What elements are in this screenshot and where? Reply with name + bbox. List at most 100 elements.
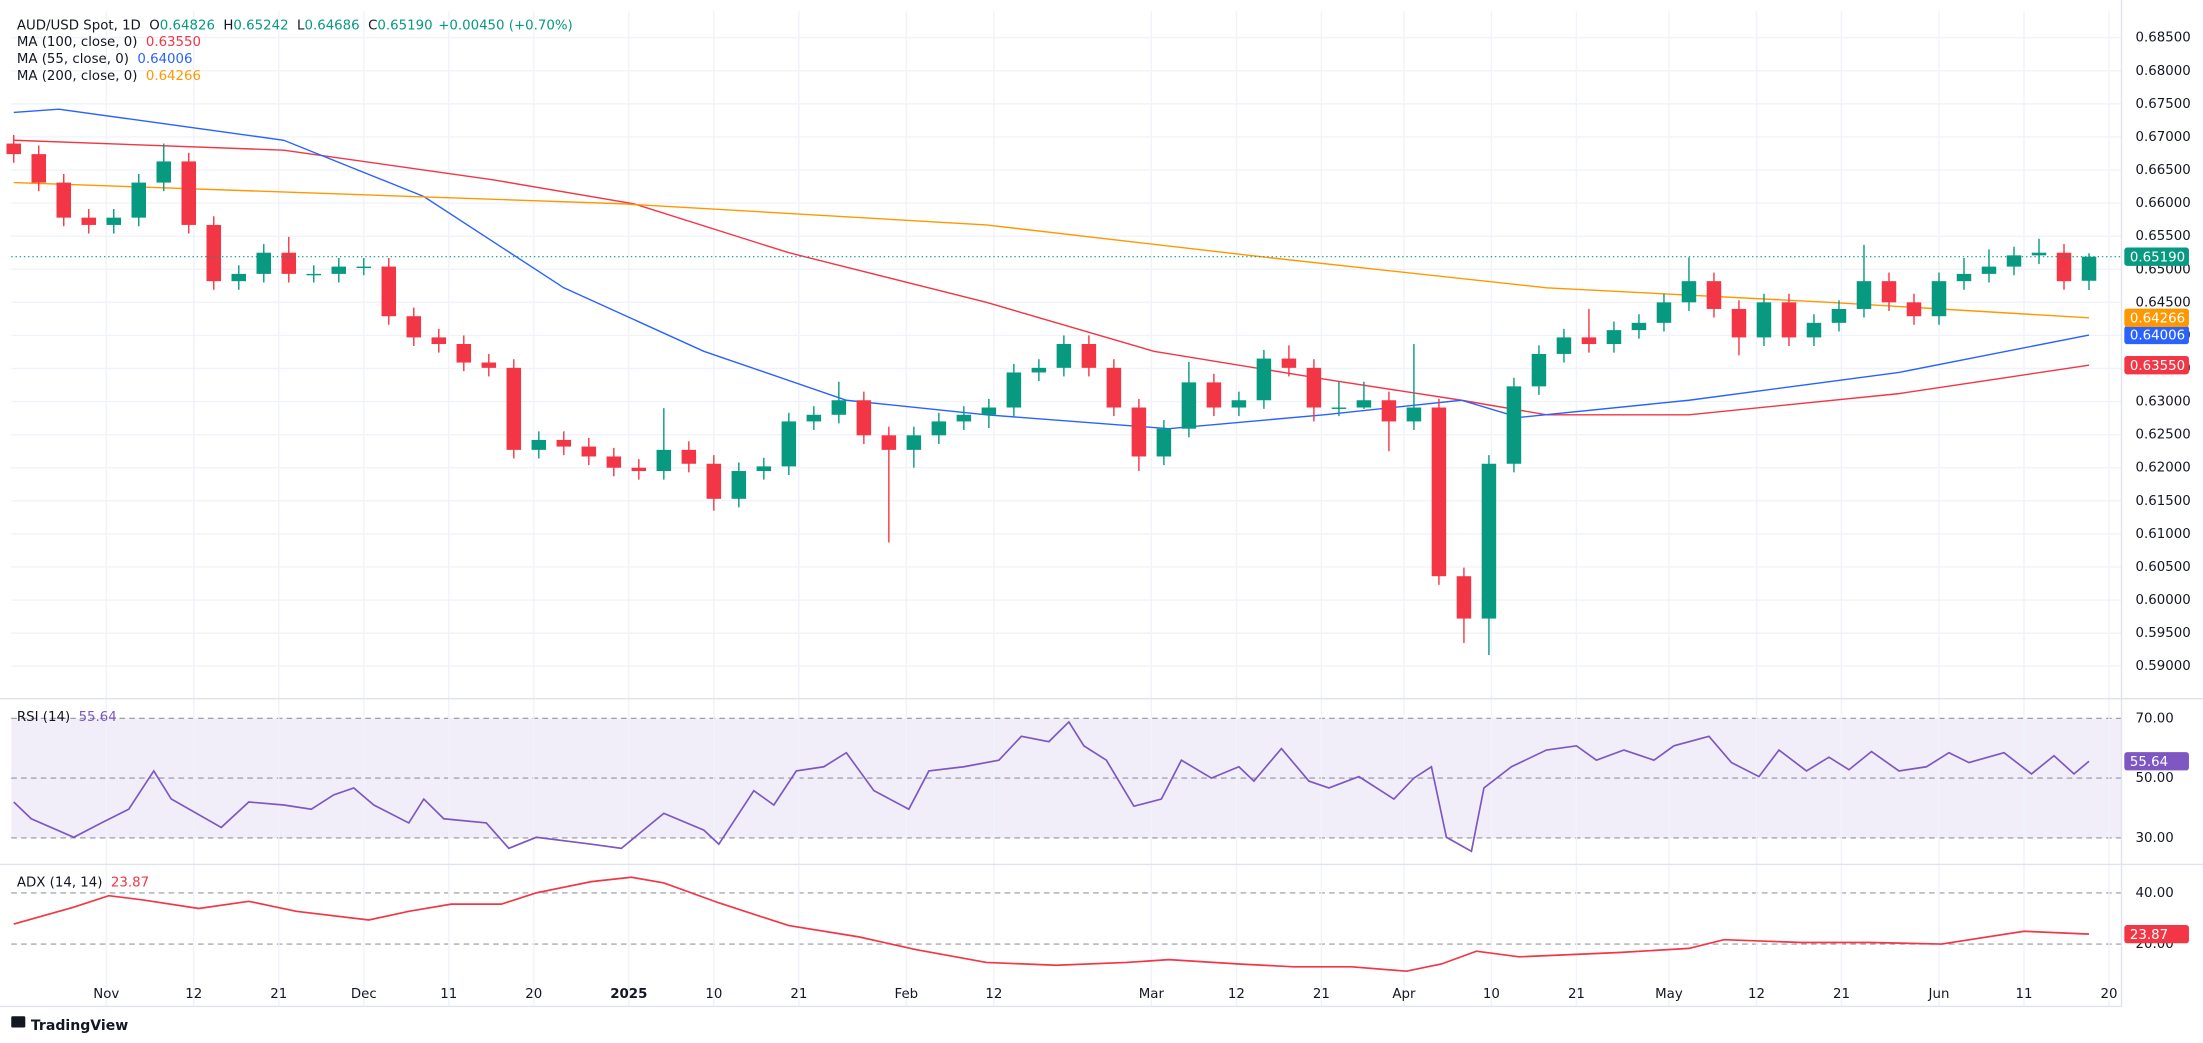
y-tick-label: 0.67000	[2136, 130, 2191, 145]
candle-body	[681, 449, 697, 464]
candle-body	[606, 456, 622, 468]
legend-row: RSI (14) 55.64	[17, 710, 117, 725]
legend-value: 0.63550	[146, 35, 201, 50]
candle-body	[356, 266, 372, 269]
candle-body	[1281, 358, 1297, 368]
y-tick-label: 0.59500	[2136, 626, 2191, 641]
y-tick-label: 0.68000	[2136, 64, 2191, 79]
candle-body	[931, 421, 947, 436]
candle-body	[2006, 255, 2022, 267]
x-tick-label: Jun	[1928, 987, 1950, 1002]
candle-body	[131, 182, 147, 218]
x-tick-label: 21	[1313, 987, 1330, 1002]
value-badge-label: 23.87	[2130, 928, 2168, 943]
candle-body	[1081, 344, 1097, 368]
candle-body	[1456, 576, 1472, 619]
candle-body	[1181, 382, 1197, 429]
candle-body	[431, 337, 447, 345]
value-badge	[2124, 752, 2189, 771]
value-badge-label: 0.64006	[2130, 329, 2185, 344]
candle-body	[706, 463, 722, 499]
y-tick-label: 0.64500	[2136, 295, 2191, 310]
candle-body	[1931, 281, 1947, 317]
legend-row: ADX (14, 14) 23.87	[17, 876, 149, 891]
y-tick-label: 0.60000	[2136, 593, 2191, 608]
legend-name: MA (55, close, 0)	[17, 52, 129, 67]
indicator-value: 55.64	[79, 710, 117, 725]
x-tick-label: 20	[525, 987, 542, 1002]
y-tick-label: 0.62000	[2136, 461, 2191, 476]
value-badge-label: 0.63550	[2130, 359, 2185, 374]
candle-body	[1881, 281, 1897, 303]
header-key: L	[297, 18, 305, 33]
candle-body	[581, 446, 597, 457]
candle-body	[1481, 463, 1497, 619]
candle-body	[1031, 367, 1047, 373]
candle-body	[1131, 407, 1147, 457]
y-tick-label: 0.61500	[2136, 494, 2191, 509]
candle-body	[181, 161, 197, 225]
candle-body	[956, 414, 972, 422]
value-badge	[2124, 325, 2189, 345]
candle-body	[1806, 322, 1822, 338]
labels: 0.59000 0.59500 0.60000 0.60500 0.61000 0.615…	[17, 18, 2191, 1002]
header-value: 0.64826	[160, 18, 215, 33]
candle-body	[1256, 358, 1272, 401]
candle-body	[106, 217, 122, 225]
x-tick-label: 12	[985, 987, 1002, 1002]
indicator-title: RSI (14)	[17, 710, 70, 725]
y-tick-label: 0.65000	[2136, 262, 2191, 277]
moving-average-line	[13, 181, 2090, 319]
header-value: 0.64686	[304, 18, 359, 33]
candle-body	[1106, 367, 1122, 408]
candle-body	[1231, 400, 1247, 408]
candle-body	[1631, 322, 1647, 331]
header-key: C	[368, 18, 377, 33]
candle-body	[731, 471, 747, 499]
candle-body	[531, 439, 547, 450]
y-tick-label: 0.63000	[2136, 395, 2191, 410]
candle-body	[1381, 400, 1397, 422]
candle-body	[231, 273, 247, 282]
candle-body	[1581, 337, 1597, 345]
candle-body	[1006, 372, 1022, 408]
candle-body	[1681, 281, 1697, 303]
candle-body	[256, 252, 272, 274]
y-tick-label: 0.68500	[2136, 31, 2191, 46]
x-tick-label: Mar	[1139, 987, 1165, 1002]
candle-body	[1531, 353, 1547, 387]
legend-name: MA (200, close, 0)	[17, 69, 138, 84]
candle-body	[1731, 308, 1747, 338]
legend-row: MA (200, close, 0) 0.64266	[17, 69, 201, 84]
candle-body	[56, 182, 71, 218]
y-tick-label: 0.61000	[2136, 527, 2191, 542]
candle-body	[1356, 400, 1372, 408]
candle-body	[281, 252, 297, 274]
candle-body	[6, 143, 21, 155]
footer: TradingView	[31, 1018, 128, 1034]
candle-body	[1206, 382, 1222, 408]
candle-body	[1981, 266, 1997, 274]
candle-body	[556, 439, 572, 447]
x-tick-label: 10	[705, 987, 722, 1002]
x-tick-label: 21	[790, 987, 807, 1002]
header-key: O	[149, 18, 160, 33]
x-tick-label: 21	[1833, 987, 1850, 1002]
candle-body	[1306, 367, 1322, 408]
legend-value: 0.64006	[137, 52, 192, 67]
value-badge	[2124, 308, 2189, 327]
indicator-value: 23.87	[111, 876, 149, 891]
candle-body	[206, 224, 222, 282]
y-tick-label: 70.00	[2136, 711, 2174, 726]
x-tick-label: 12	[1748, 987, 1765, 1002]
candle-body	[1906, 302, 1922, 317]
header-change: +0.00450 (+0.70%)	[438, 18, 573, 33]
y-tick-label: 0.59000	[2136, 659, 2191, 674]
candle-body	[1781, 302, 1797, 338]
x-tick-label: Nov	[93, 987, 119, 1002]
x-tick-label: Dec	[351, 987, 377, 1002]
x-tick-label: 2025	[610, 987, 647, 1002]
logo-icon	[11, 1016, 26, 1028]
candle-body	[1331, 407, 1347, 409]
candle-body	[81, 217, 97, 225]
